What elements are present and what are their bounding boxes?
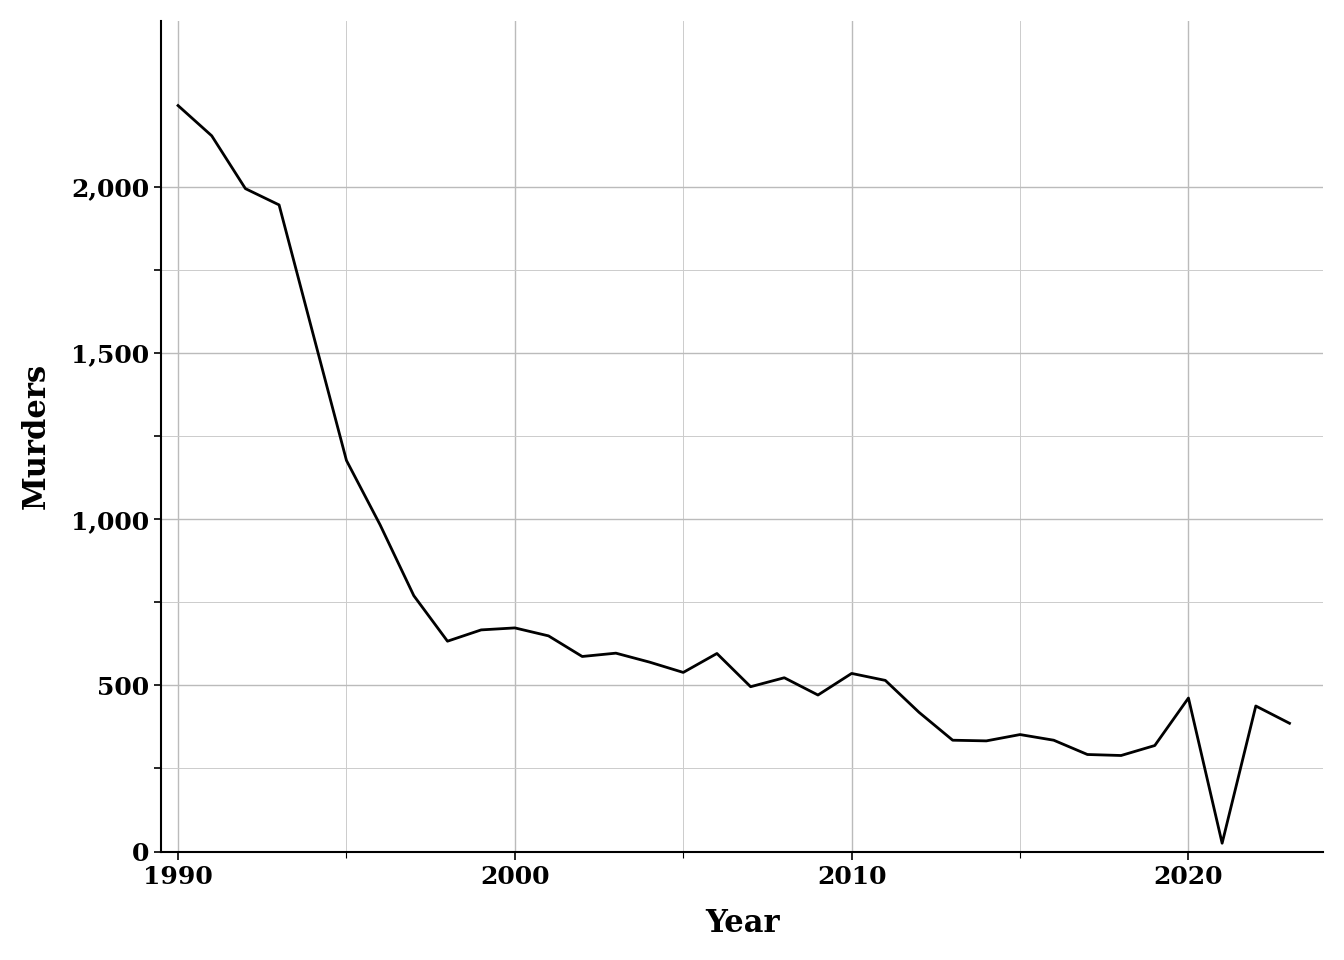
X-axis label: Year: Year <box>704 908 780 939</box>
Y-axis label: Murders: Murders <box>22 363 52 509</box>
